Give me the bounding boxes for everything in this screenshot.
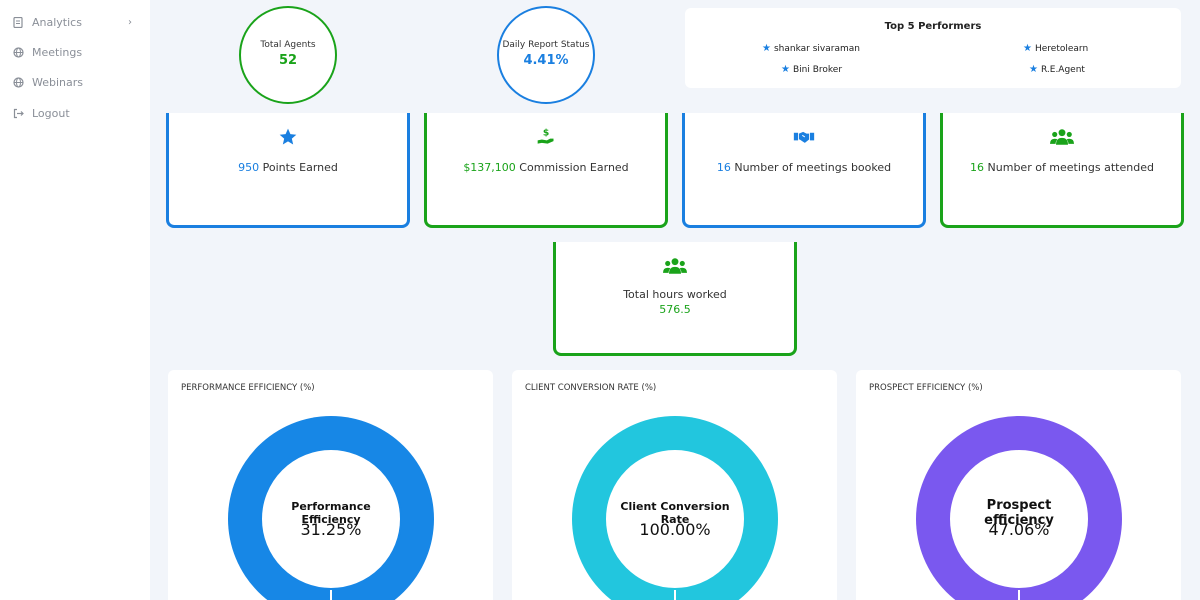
performance-efficiency-donut: Performance Efficiency 31.25% [228,416,434,600]
donut-divider [1018,590,1020,600]
meetings-booked-value: 16 [716,161,731,174]
star-icon: ★ [1023,43,1032,54]
document-icon [12,16,24,28]
meetings-booked-card: 16 Number of meetings booked [682,113,926,228]
users-icon [943,125,1181,149]
star-icon: ★ [1029,64,1038,75]
client-conversion-card: CLIENT CONVERSION RATE (%) Client Conver… [512,370,837,600]
prospect-efficiency-title: PROSPECT EFFICIENCY (%) [869,383,983,393]
points-value: 950 [238,161,260,174]
star-icon: ★ [781,64,790,75]
performer-name: shankar sivaraman [773,43,860,54]
total-agents-value: 52 [278,53,298,68]
donut-center: Prospect efficiency 47.06% [948,448,1090,590]
donut-divider [674,590,676,600]
svg-text:$: $ [543,127,549,138]
performer-item[interactable]: ★ Bini Broker [781,64,842,75]
chevron-right-icon: › [128,16,132,28]
commission-card: $ $137,100 Commission Earned [424,113,668,228]
performer-name: R.E.Agent [1040,64,1085,75]
commission-label: Commission Earned [515,161,629,174]
top-performers-title: Top 5 Performers [884,21,982,32]
meetings-attended-value: 16 [970,161,985,174]
donut-label: Client Conversion Rate [620,500,730,526]
sidebar-item-logout[interactable]: Logout [12,103,138,123]
client-conversion-donut: Client Conversion Rate 100.00% [572,416,778,600]
hours-value: 576.5 [659,303,691,316]
meetings-booked-label: Number of meetings booked [730,161,892,174]
total-agents-stat: Total Agents 52 [239,6,337,104]
client-conversion-title: CLIENT CONVERSION RATE (%) [525,383,657,393]
points-label: Points Earned [259,161,338,174]
dollar-hand-icon: $ [427,125,665,149]
handshake-icon [685,125,923,149]
performer-name: Heretolearn [1034,43,1089,54]
commission-text: $137,100 Commission Earned [427,161,665,174]
donut-divider [330,590,332,600]
total-agents-label: Total Agents [260,40,316,50]
hours-label: Total hours worked [623,288,727,301]
sidebar-item-label: Analytics [32,15,82,29]
hours-card: Total hours worked 576.5 [553,242,797,356]
prospect-efficiency-donut: Prospect efficiency 47.06% [916,416,1122,600]
globe-icon [12,76,24,88]
donut-label: Performance Efficiency [291,500,371,526]
performer-name: Bini Broker [792,64,843,75]
prospect-efficiency-card: PROSPECT EFFICIENCY (%) Prospect efficie… [856,370,1181,600]
performance-efficiency-card: PERFORMANCE EFFICIENCY (%) Performance E… [168,370,493,600]
meetings-attended-text: 16 Number of meetings attended [943,161,1181,174]
donut-center: Client Conversion Rate 100.00% [604,448,746,590]
donut-center: Performance Efficiency 31.25% [260,448,402,590]
donut-label: Prospect efficiency [984,498,1054,528]
users-icon [556,254,794,278]
performance-efficiency-title: PERFORMANCE EFFICIENCY (%) [181,383,315,393]
sidebar-item-analytics[interactable]: Analytics › [12,12,138,32]
star-icon [169,125,407,149]
points-card: 950 Points Earned [166,113,410,228]
donut-value: 31.25% [300,520,362,539]
meetings-attended-label: Number of meetings attended [984,161,1154,174]
sidebar-item-label: Logout [32,106,70,120]
logout-icon [12,107,24,119]
commission-value: $137,100 [463,161,516,174]
sidebar-item-webinars[interactable]: Webinars [12,72,138,92]
daily-report-value: 4.41% [523,53,569,68]
daily-report-stat: Daily Report Status 4.41% [497,6,595,104]
sidebar-item-label: Webinars [32,75,84,89]
daily-report-label: Daily Report Status [502,40,590,50]
globe-icon [12,46,24,58]
sidebar: Analytics › Meetings Webinars Logout [0,0,150,600]
performer-item[interactable]: ★ R.E.Agent [1029,64,1085,75]
performer-item[interactable]: ★ shankar sivaraman [762,43,860,54]
sidebar-item-meetings[interactable]: Meetings [12,42,138,62]
points-text: 950 Points Earned [169,161,407,174]
meetings-attended-card: 16 Number of meetings attended [940,113,1184,228]
meetings-booked-text: 16 Number of meetings booked [685,161,923,174]
donut-value: 47.06% [988,520,1050,539]
top-performers-panel: Top 5 Performers ★ shankar sivaraman ★ H… [685,8,1181,88]
sidebar-item-label: Meetings [32,45,83,59]
performer-item[interactable]: ★ Heretolearn [1023,43,1088,54]
star-icon: ★ [762,43,771,54]
donut-value: 100.00% [639,520,711,539]
